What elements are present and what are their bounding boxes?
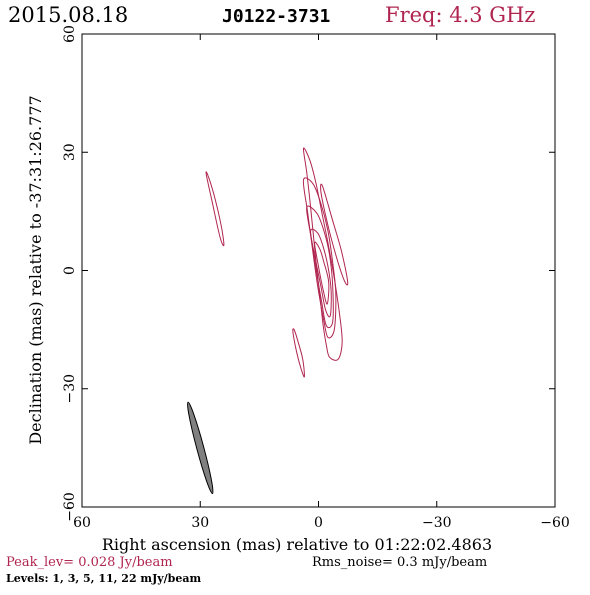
footer-levels: Levels: 1, 3, 5, 11, 22 mJy/beam [6,572,201,585]
contour-level-22 [314,241,330,305]
contour-level-1 [205,171,225,247]
x-tick-label: 60 [73,515,91,531]
y-tick-label: 0 [62,266,78,275]
contour-level-1 [302,147,343,361]
x-tick-label: 0 [314,515,323,531]
x-tick-label: 30 [191,515,209,531]
header-date: 2015.08.18 [8,3,128,27]
contour-level-11 [310,228,332,318]
y-axis-label: Declination (mas) relative to -37:31:26.… [26,95,45,444]
y-tick-label: −60 [62,492,78,522]
footer-rms: Rms_noise= 0.3 mJy/beam [312,555,487,570]
header-source: J0122-3731 [222,6,330,27]
beam-ellipse [187,401,214,495]
y-tick-label: 60 [62,25,78,43]
plot-frame [81,33,556,508]
contour-level-1 [292,328,305,378]
x-tick-label: −30 [422,515,452,531]
y-tick-label: 30 [62,143,78,161]
header-freq: Freq: 4.3 GHz [385,3,535,27]
contour-level-5 [306,205,334,329]
plot-area: 60 30 0 −30 −60 −60 −30 0 30 60 [62,25,570,531]
x-axis-label: Right ascension (mas) relative to 01:22:… [102,535,492,554]
x-tick-label: −60 [540,515,570,531]
footer-peak: Peak_lev= 0.028 Jy/beam [6,555,173,570]
contour-level-1 [320,183,349,286]
y-tick-label: −30 [62,374,78,404]
